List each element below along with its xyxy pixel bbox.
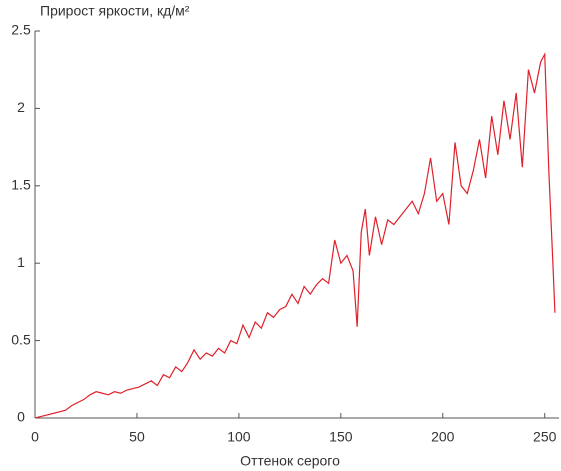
x-tick-label: 200 — [431, 429, 455, 445]
y-tick-label: 0 — [17, 409, 25, 425]
x-tick-label: 150 — [329, 429, 353, 445]
x-tick-label: 100 — [227, 429, 251, 445]
x-axis-label: Оттенок серого — [240, 453, 340, 469]
chart-title: Прирост яркости, кд/м² — [40, 3, 190, 19]
y-tick-label: 2 — [17, 99, 25, 115]
y-tick-label: 1 — [17, 254, 25, 270]
x-tick-label: 250 — [533, 429, 557, 445]
line-series — [34, 51, 556, 419]
y-tick-label: 0.5 — [11, 331, 31, 347]
x-tick-label: 0 — [31, 429, 39, 445]
y-tick-label: 1.5 — [11, 177, 31, 193]
y-tick-label: 2.5 — [11, 22, 31, 38]
x-tick-label: 50 — [129, 429, 145, 445]
